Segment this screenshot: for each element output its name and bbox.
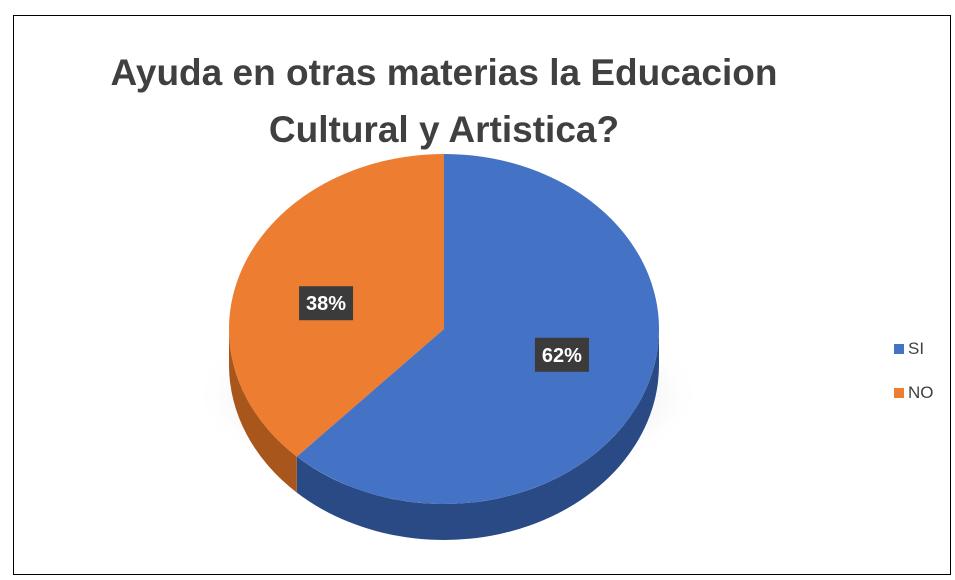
data-label-text: 62% <box>542 345 582 367</box>
data-label-si: 62% <box>534 337 589 372</box>
data-label-no: 38% <box>299 286 354 321</box>
chart-area: Ayuda en otras materias la Educacion Cul… <box>13 15 951 575</box>
legend-swatch <box>894 344 904 354</box>
slice-side-no <box>229 329 297 493</box>
legend: SI NO <box>894 339 934 427</box>
legend-label: NO <box>908 383 934 402</box>
data-label-box <box>299 286 354 321</box>
slice-side-si <box>296 329 659 541</box>
legend-swatch <box>894 388 904 398</box>
pie-slice-si <box>296 154 659 505</box>
pie-chart: 62% 38% <box>193 154 703 541</box>
data-label-text: 38% <box>306 293 346 315</box>
data-label-box <box>534 337 589 372</box>
chart-title: Ayuda en otras materias la Educacion Cul… <box>110 52 778 150</box>
legend-item-si: SI <box>894 339 934 359</box>
legend-label: SI <box>908 339 925 358</box>
legend-item-no: NO <box>894 383 934 403</box>
